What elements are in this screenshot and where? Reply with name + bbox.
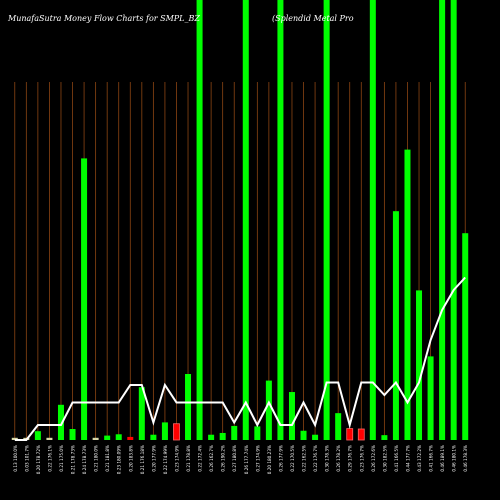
x-tick-label: 0.27 180.8% bbox=[232, 445, 237, 472]
bar bbox=[277, 0, 284, 440]
x-tick-label: 0.41 166.7% bbox=[429, 445, 434, 472]
x-tick-label: 0.23 176.7% bbox=[359, 445, 364, 472]
x-tick-label: 0.29 176.7% bbox=[348, 445, 353, 472]
bar bbox=[427, 356, 434, 440]
bar bbox=[242, 0, 249, 440]
bar bbox=[173, 423, 180, 441]
x-tick-label: 0.22 174.99% bbox=[163, 445, 168, 474]
x-tick-label: 0.27 174.9% bbox=[255, 445, 260, 472]
x-tick-label: 0.46 178.3% bbox=[463, 445, 468, 472]
bar bbox=[138, 387, 145, 440]
bar bbox=[392, 211, 399, 440]
x-tick-label: 0.23 180.09% bbox=[117, 445, 122, 474]
x-tick-label: 0.30 178.3% bbox=[325, 445, 330, 472]
x-tick-label: 0.20 178.72% bbox=[36, 445, 41, 474]
bar bbox=[404, 149, 411, 440]
bar bbox=[439, 0, 446, 440]
bar bbox=[369, 0, 376, 440]
x-tick-label: 0.21 178.8% bbox=[186, 445, 191, 472]
bar bbox=[450, 0, 457, 440]
x-tick-label: 0.22 176.7% bbox=[313, 445, 318, 472]
bar bbox=[185, 374, 192, 440]
money-flow-line bbox=[14, 276, 466, 441]
x-tick-label: 0.21 175.0% bbox=[59, 445, 64, 472]
x-tick-label: 0.21 176.18% bbox=[140, 445, 145, 474]
x-tick-label: 0.03 101.7% bbox=[24, 445, 29, 472]
x-tick-label: 0.22 176.1% bbox=[47, 445, 52, 472]
x-tick-label: 0.30 182.5% bbox=[382, 445, 387, 472]
x-tick-label: 0.26 162.7% bbox=[209, 445, 214, 472]
bar bbox=[11, 437, 18, 440]
bar bbox=[46, 437, 53, 440]
x-tick-label: 0.43 172.2% bbox=[417, 445, 422, 472]
x-tick-label: 0.46 189.1% bbox=[440, 445, 445, 472]
bar bbox=[127, 436, 134, 440]
bar bbox=[81, 158, 88, 440]
bar bbox=[357, 428, 365, 441]
x-tick-label: 0.20 180.23% bbox=[267, 445, 272, 474]
bar bbox=[381, 435, 388, 440]
x-tick-label: 0.23 174.9% bbox=[174, 445, 179, 472]
bar bbox=[416, 290, 423, 440]
x-tick-label: 0.26 172.6% bbox=[371, 445, 376, 472]
x-tick-label: 0.26 177.9% bbox=[278, 445, 283, 472]
bar bbox=[312, 434, 319, 440]
chart-title: MunafaSutra Money Flow Charts for SMPL_B… bbox=[8, 14, 200, 23]
bar bbox=[288, 392, 295, 440]
bar bbox=[219, 432, 226, 440]
bar bbox=[231, 425, 238, 440]
chart-subtitle: (Splendid Metal Pro bbox=[272, 14, 354, 23]
bar bbox=[323, 0, 330, 440]
bar bbox=[265, 380, 272, 440]
x-tick-label: 0.41 166.5% bbox=[394, 445, 399, 472]
x-tick-label: 0.24 178.73% bbox=[82, 445, 87, 474]
bar bbox=[161, 422, 168, 440]
x-tick-label: 0.26 177.74% bbox=[244, 445, 249, 474]
x-tick-label: 0.21 181.8% bbox=[105, 445, 110, 472]
x-tick-label: 0.46 180.1% bbox=[452, 445, 457, 472]
bar bbox=[335, 413, 342, 440]
bar bbox=[196, 0, 203, 440]
x-tick-label: 0.21 178.73% bbox=[71, 445, 76, 474]
x-tick-label: 0.13 100.0% bbox=[13, 445, 18, 472]
bar bbox=[346, 428, 354, 441]
x-tick-label: 0.22 170.5% bbox=[290, 445, 295, 472]
bar bbox=[462, 233, 469, 440]
x-tick-label: 0.26 190.2% bbox=[221, 445, 226, 472]
bar bbox=[92, 437, 99, 440]
x-tick-label: 0.44 177.7% bbox=[405, 445, 410, 472]
bar bbox=[115, 434, 122, 440]
bar bbox=[34, 431, 41, 440]
bar bbox=[150, 434, 157, 440]
x-tick-label: 0.22 172.4% bbox=[198, 445, 203, 472]
x-tick-label: 0.20 177.9% bbox=[151, 445, 156, 472]
bar bbox=[300, 430, 307, 440]
bar bbox=[69, 429, 76, 440]
x-tick-label: 0.26 178.2% bbox=[336, 445, 341, 472]
bar bbox=[104, 435, 111, 440]
bar bbox=[254, 426, 261, 440]
x-tick-label: 0.20 183.8% bbox=[128, 445, 133, 472]
x-tick-label: 0.22 162.5% bbox=[302, 445, 307, 472]
bar bbox=[57, 404, 64, 440]
bar bbox=[208, 434, 215, 440]
x-tick-label: 0.21 180.0% bbox=[94, 445, 99, 472]
